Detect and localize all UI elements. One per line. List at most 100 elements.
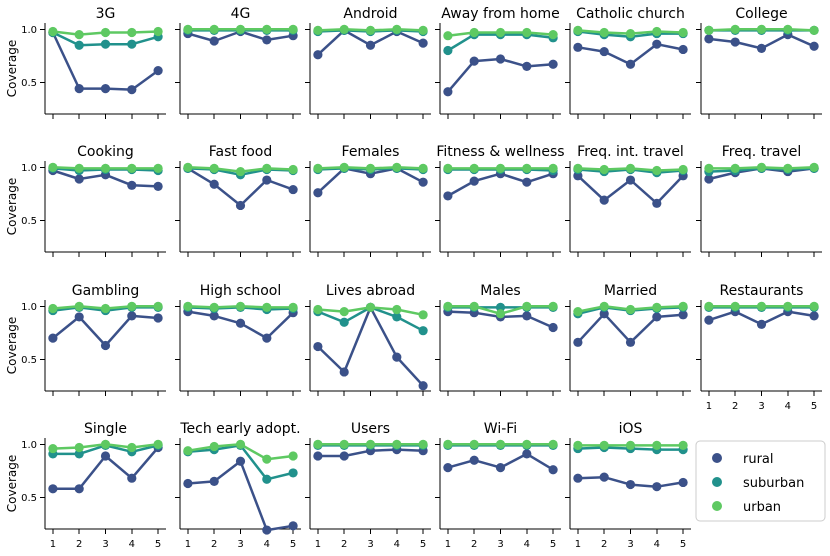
data-point-urban xyxy=(100,303,111,314)
data-point-rural xyxy=(522,311,532,321)
panel-title: College xyxy=(735,6,787,22)
data-point-urban xyxy=(573,440,583,451)
data-point-rural xyxy=(339,451,349,461)
data-point-urban xyxy=(127,301,137,311)
x-tick-label: 2 xyxy=(341,539,347,550)
x-tick-label: 5 xyxy=(420,539,426,550)
data-point-rural xyxy=(625,59,636,69)
data-point-rural xyxy=(573,337,583,347)
data-point-rural xyxy=(74,312,84,322)
x-tick-label: 4 xyxy=(394,539,400,550)
data-point-suburban xyxy=(443,45,453,56)
data-point-suburban xyxy=(262,474,272,484)
panel-title: Cooking xyxy=(77,144,134,160)
data-point-urban xyxy=(469,163,479,174)
panel-fitness-wellness: Fitness & wellness xyxy=(435,144,565,257)
x-tick-label: 2 xyxy=(732,401,738,412)
data-point-urban xyxy=(313,163,323,174)
x-tick-label: 1 xyxy=(445,539,451,550)
data-point-urban xyxy=(313,439,323,449)
panel-title: Males xyxy=(480,283,520,299)
panel-restaurants: Restaurants 1 2 3 4 5 xyxy=(696,283,822,412)
panel-title: Restaurants xyxy=(720,283,804,299)
data-point-rural xyxy=(209,36,219,46)
data-point-urban xyxy=(652,440,662,451)
x-tick-label: 2 xyxy=(471,539,477,550)
panel-fast-food: Fast food xyxy=(175,144,301,257)
data-point-urban xyxy=(678,301,688,311)
data-point-urban xyxy=(573,307,583,317)
data-point-rural xyxy=(704,34,714,44)
data-point-urban xyxy=(522,163,532,174)
data-point-rural xyxy=(730,37,740,47)
panel-title: Freq. travel xyxy=(722,144,802,160)
data-point-urban xyxy=(443,439,453,449)
data-point-rural xyxy=(469,455,479,465)
data-point-rural xyxy=(652,312,662,322)
data-point-urban xyxy=(599,27,609,38)
data-point-urban xyxy=(209,302,219,313)
data-point-rural xyxy=(262,35,272,45)
data-point-suburban xyxy=(74,40,84,50)
legend-marker-suburban xyxy=(712,477,722,487)
data-point-rural xyxy=(495,54,506,64)
data-point-urban xyxy=(469,301,479,311)
data-point-urban xyxy=(48,303,58,314)
panel-ios: iOS 1 2 3 4 5 xyxy=(565,421,691,550)
panel-title: Single xyxy=(84,421,127,437)
panel-title: Freq. int. travel xyxy=(577,144,684,160)
data-point-urban xyxy=(153,301,163,311)
panel-title: Away from home xyxy=(441,6,560,22)
x-tick-label: 2 xyxy=(76,539,82,550)
panel-lives-abroad: Lives abroad xyxy=(305,283,431,396)
panel-tech-early-adopt: Tech early adopt. 1 2 3 4 5 xyxy=(175,421,301,550)
data-point-rural xyxy=(209,476,219,486)
panel-college: College xyxy=(696,6,822,119)
data-point-urban xyxy=(495,439,506,449)
data-point-urban xyxy=(809,25,819,36)
x-tick-label: 3 xyxy=(758,401,764,412)
data-point-urban xyxy=(548,301,558,311)
legend: rural suburban urban xyxy=(695,440,826,522)
data-point-urban xyxy=(625,440,636,451)
data-point-urban xyxy=(704,301,714,311)
data-point-suburban xyxy=(74,449,84,459)
data-point-urban xyxy=(392,304,402,315)
data-point-urban xyxy=(235,24,246,34)
data-point-urban xyxy=(365,163,376,174)
data-point-urban xyxy=(652,302,662,313)
data-point-urban xyxy=(209,441,219,452)
panel-title: Catholic church xyxy=(576,6,685,22)
data-point-urban xyxy=(443,301,453,311)
y-axis-label: Coverage xyxy=(5,455,19,513)
data-point-suburban xyxy=(127,39,137,49)
data-point-urban xyxy=(262,163,272,174)
data-point-urban xyxy=(678,27,688,38)
data-point-rural xyxy=(548,59,558,69)
data-point-urban xyxy=(756,162,767,172)
data-point-rural xyxy=(153,66,163,76)
data-point-urban xyxy=(625,304,636,315)
data-point-urban xyxy=(599,301,609,311)
x-tick-label: 4 xyxy=(264,539,270,550)
data-point-urban xyxy=(365,439,376,449)
data-point-urban xyxy=(313,25,323,36)
data-point-rural xyxy=(495,463,506,473)
data-point-urban xyxy=(153,439,163,449)
y-tick-label: 0.5 xyxy=(21,493,37,504)
data-point-rural xyxy=(418,177,428,187)
data-point-urban xyxy=(74,301,84,311)
data-point-rural xyxy=(548,465,558,475)
data-point-urban xyxy=(522,439,532,449)
data-point-suburban xyxy=(418,326,428,336)
data-point-rural xyxy=(522,61,532,71)
data-point-urban xyxy=(625,163,636,174)
data-point-rural xyxy=(599,309,609,319)
panel-android: Android xyxy=(305,6,431,119)
data-point-urban xyxy=(443,31,453,41)
data-point-urban xyxy=(495,309,506,319)
data-point-rural xyxy=(100,84,111,94)
data-point-urban xyxy=(288,24,298,34)
data-point-urban xyxy=(548,30,558,40)
